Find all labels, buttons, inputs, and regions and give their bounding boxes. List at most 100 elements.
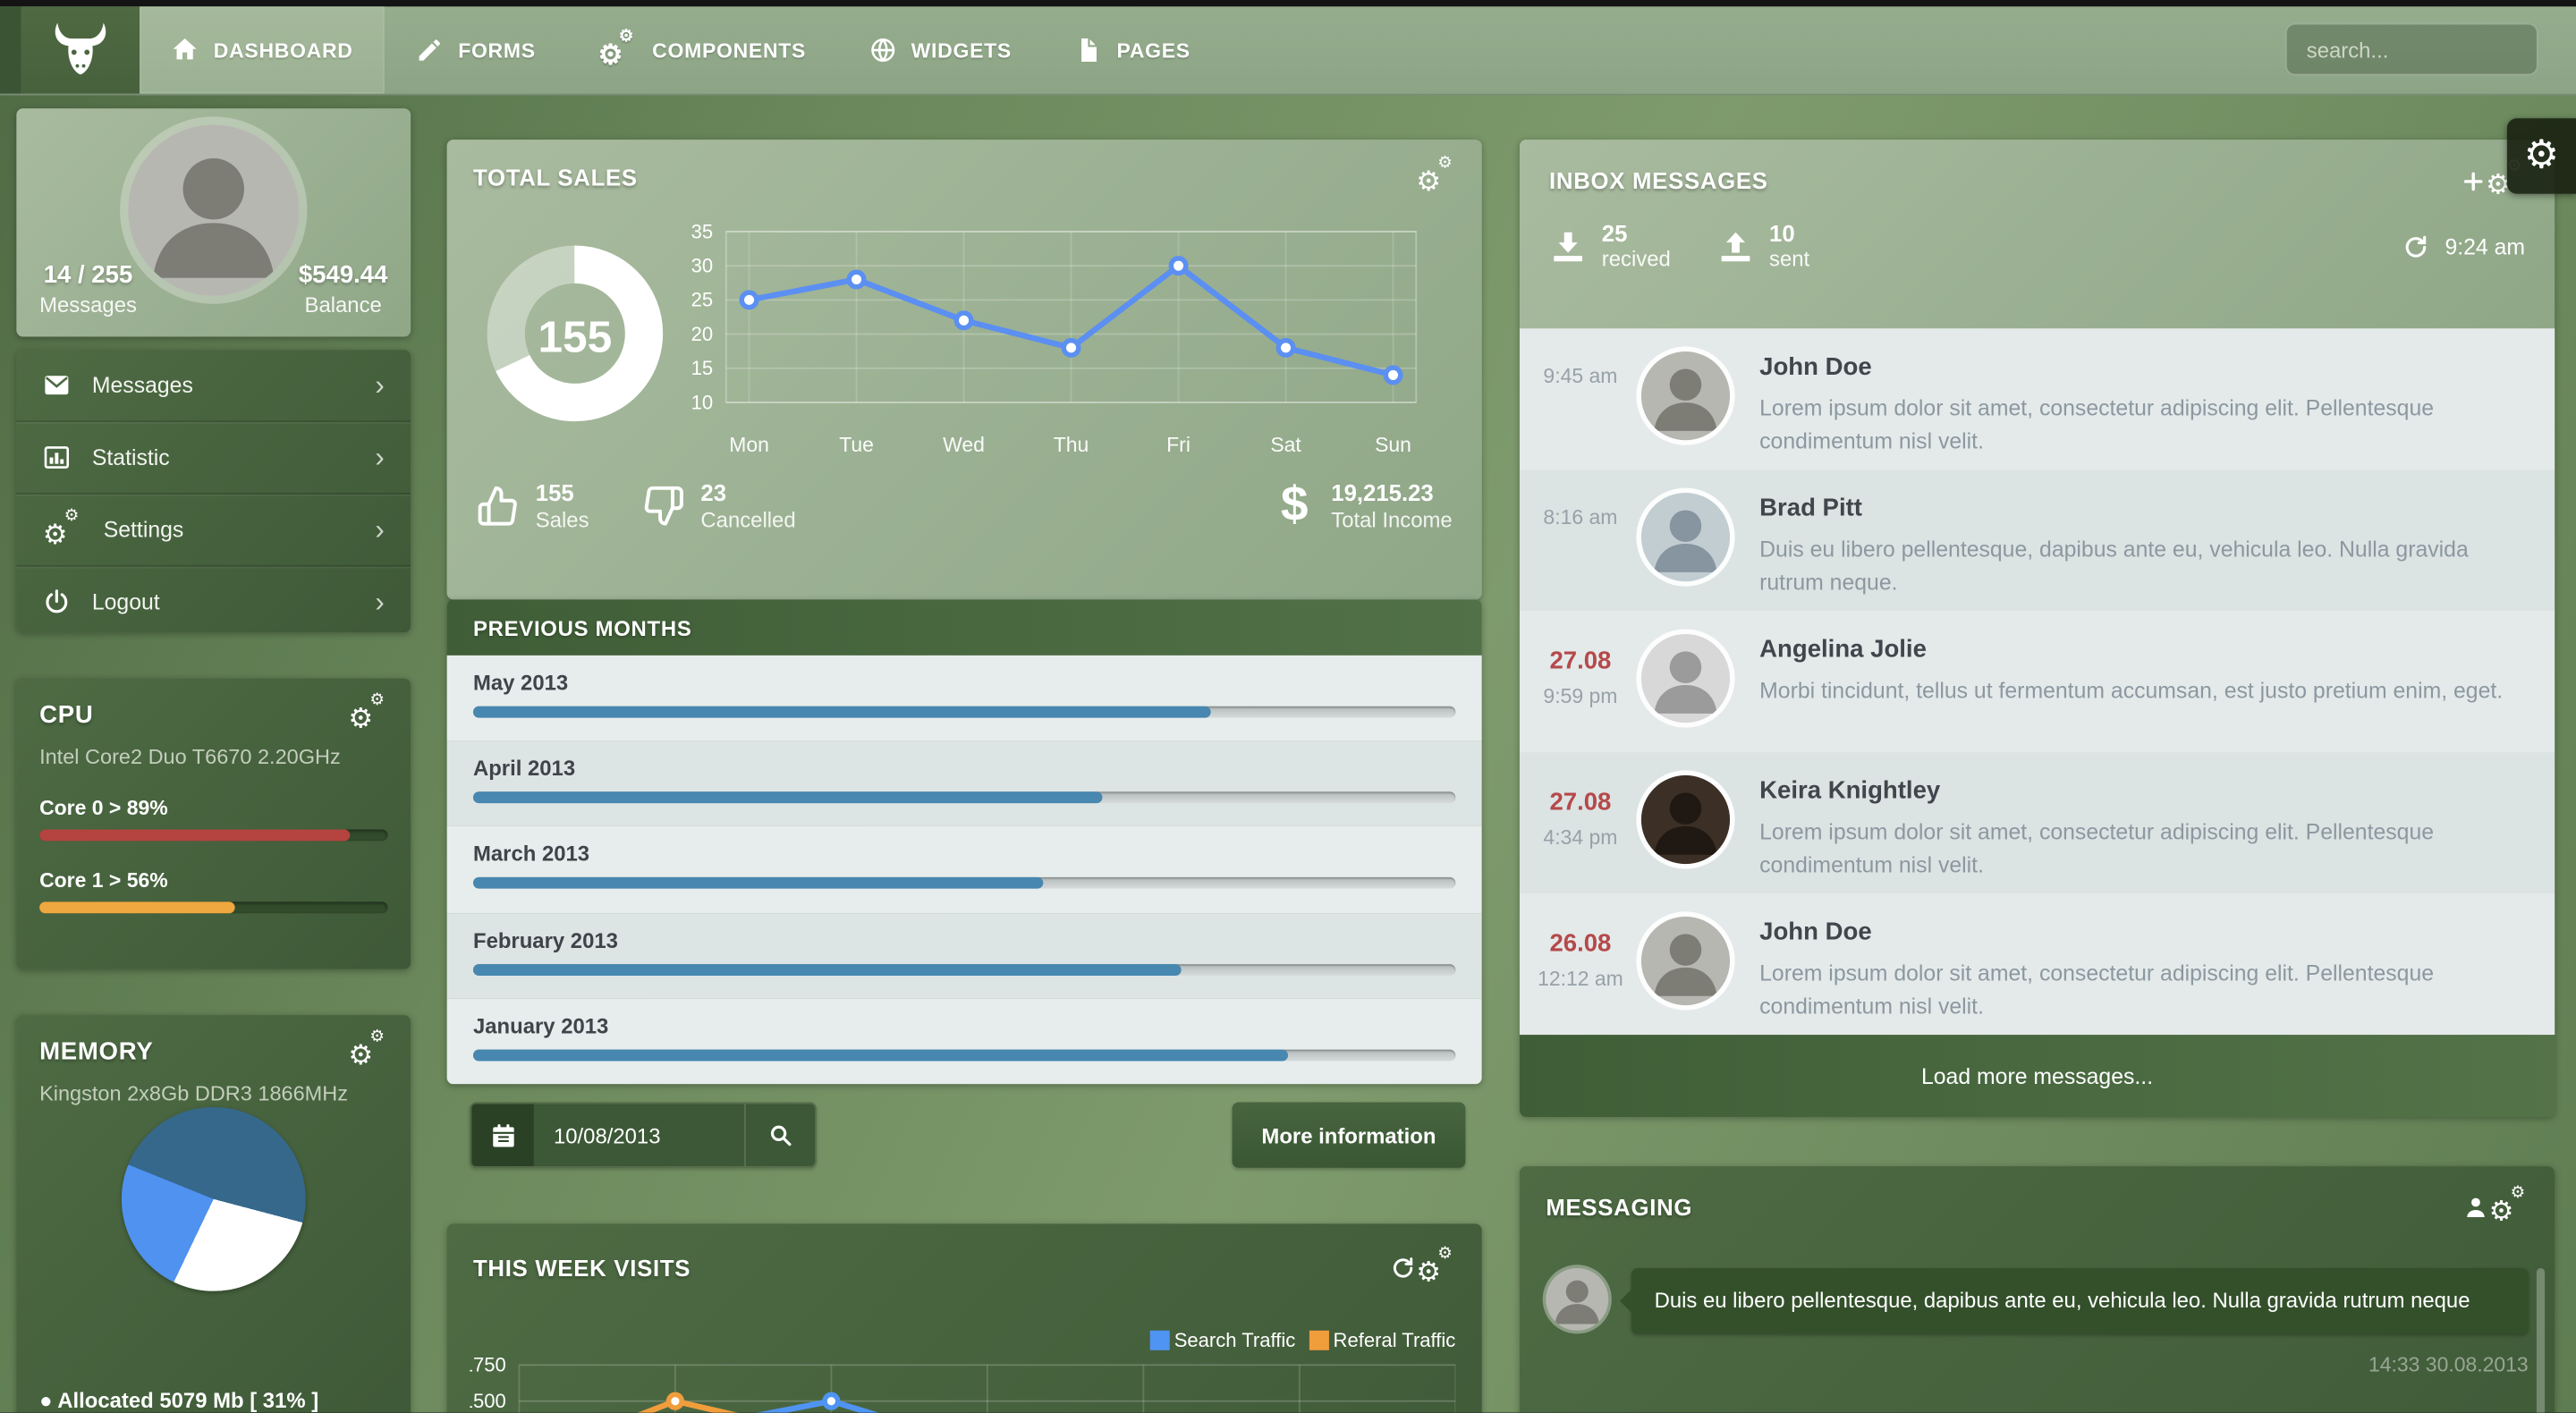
top-strip <box>0 0 2576 7</box>
sidebar-item-messages[interactable]: Messages <box>16 350 411 420</box>
brand-logo[interactable] <box>21 6 140 94</box>
messaging-panel: MESSAGING Duis eu libero pellentesque, d… <box>1519 1166 2555 1413</box>
gears-icon <box>43 508 82 547</box>
previous-months-header: PREVIOUS MONTHS <box>446 599 1482 656</box>
thumbs-up-icon <box>478 486 517 526</box>
sent-stat: 10 sent <box>1716 220 1809 272</box>
month-label: March 2013 <box>472 842 590 867</box>
power-icon <box>46 589 68 613</box>
plus-icon[interactable] <box>2461 168 2486 193</box>
person-photo-icon <box>1654 934 1717 996</box>
nav-label: FORMS <box>458 38 536 62</box>
core0-fill <box>39 829 350 842</box>
month-row[interactable]: February 2013 <box>446 912 1482 999</box>
calendar-button[interactable] <box>471 1104 534 1167</box>
message-time: 8:16 am <box>1543 505 1618 529</box>
svg-text:Fri: Fri <box>1166 433 1191 456</box>
inbox-message[interactable]: 27.08 4:34 pm Keira Knightley Lorem ipsum … <box>1519 752 2555 894</box>
avatar[interactable] <box>128 124 300 296</box>
sales-label: Sales <box>535 507 589 533</box>
inbox-message-list: 9:45 am John Doe Lorem ipsum dolor sit am… <box>1519 328 2555 1036</box>
month-row[interactable]: March 2013 <box>446 826 1482 913</box>
message-time: 12:12 am <box>1538 966 1623 990</box>
scrollbar[interactable] <box>2536 1267 2546 1413</box>
month-label: January 2013 <box>472 1012 609 1038</box>
gear-icon <box>2524 136 2560 175</box>
memory-subtitle: Kingston 2x8Gb DDR3 1866MHz <box>39 1080 348 1106</box>
month-row[interactable]: May 2013 <box>446 655 1482 741</box>
nav-item-pages[interactable]: PAGES <box>1043 6 1222 93</box>
nav-label: WIDGETS <box>911 38 1012 62</box>
month-label: April 2013 <box>472 756 576 781</box>
memory-panel: MEMORY Kingston 2x8Gb DDR3 1866MHz ● All… <box>16 1015 411 1413</box>
chat-bubble: Duis eu libero pellentesque, dapibus ant… <box>1620 1267 2529 1334</box>
nav-item-components[interactable]: COMPONENTS <box>567 6 837 93</box>
gears-icon[interactable] <box>348 1030 387 1070</box>
profile-balance-stat[interactable]: $549.44 Balance <box>299 261 388 317</box>
svg-text:25: 25 <box>691 289 714 311</box>
weekly-sales-line-chart: 10 15 20 25 30 35 Mon Tue Wed Thu Fri Sat Sun <box>691 220 1418 456</box>
cpu-panel: CPU Intel Core2 Duo T6670 2.20GHz Core 0… <box>16 678 411 969</box>
nav-item-forms[interactable]: FORMS <box>385 6 567 93</box>
sales-donut-chart: 155 <box>477 235 677 465</box>
sidebar-item-logout[interactable]: Logout <box>16 564 411 632</box>
legend-swatch <box>1149 1330 1170 1350</box>
sidebar-item-settings[interactable]: Settings <box>16 493 411 565</box>
gears-icon[interactable] <box>1416 1247 1455 1286</box>
message-text: Lorem ipsum dolor sit amet, consectetur … <box>1759 819 2435 877</box>
svg-text:10: 10 <box>691 391 714 413</box>
message-time: 9:59 pm <box>1543 683 1618 707</box>
nav-label: DASHBOARD <box>213 38 353 62</box>
inbox-message[interactable]: 8:16 am Brad Pitt Duis eu libero pellente… <box>1519 470 2555 612</box>
person-photo-icon <box>1555 1280 1599 1324</box>
message-time: 9:45 am <box>1543 364 1618 388</box>
date-search-button[interactable] <box>744 1104 816 1167</box>
upload-icon <box>1721 232 1750 261</box>
month-row[interactable]: January 2013 <box>446 998 1482 1085</box>
search-input[interactable] <box>2284 22 2538 76</box>
nav-item-widgets[interactable]: WIDGETS <box>837 6 1043 93</box>
file-icon <box>1080 37 1097 63</box>
gears-icon <box>598 29 638 68</box>
profile-messages-stat[interactable]: 14 / 255 Messages <box>39 261 137 317</box>
legend-label: Search Traffic <box>1174 1328 1296 1352</box>
core1-label: Core 1 > 56% <box>39 868 168 893</box>
calendar-icon <box>491 1122 514 1147</box>
inbox-title: INBOX MESSAGES <box>1549 167 1768 194</box>
nav-item-dashboard[interactable]: DASHBOARD <box>140 6 385 94</box>
sidebar-item-statistic[interactable]: Statistic <box>16 420 411 493</box>
navbar-edge <box>0 6 21 94</box>
gears-icon[interactable] <box>2489 1186 2529 1225</box>
sales-stat: 155 Sales <box>477 479 589 532</box>
sent-value: 10 <box>1769 220 1795 247</box>
svg-text:1500: 1500 <box>470 1390 505 1412</box>
chat-message: Duis eu libero pellentesque, dapibus ant… <box>1546 1267 2529 1334</box>
dollar-icon: $ <box>1280 478 1309 533</box>
load-more-button[interactable]: Load more messages... <box>1519 1035 2555 1117</box>
settings-toggle-button[interactable] <box>2506 118 2576 194</box>
refresh-icon[interactable] <box>1390 1255 1416 1281</box>
visits-title: THIS WEEK VISITS <box>472 1255 691 1282</box>
progress-fill <box>472 706 1210 718</box>
svg-text:1750: 1750 <box>470 1354 505 1376</box>
svg-text:Sun: Sun <box>1375 433 1411 456</box>
memory-legend: ● Allocated 5079 Mb [ 31% ] <box>39 1388 319 1413</box>
month-row[interactable]: April 2013 <box>446 740 1482 827</box>
progress-track <box>472 963 1456 976</box>
refresh-icon <box>2405 235 2427 258</box>
more-information-button[interactable]: More information <box>1232 1102 1466 1168</box>
sidebar-menu: Messages Statistic Settings Logout <box>16 350 411 633</box>
inbox-message[interactable]: 26.08 12:12 am John Doe Lorem ipsum dolor … <box>1519 893 2555 1036</box>
month-label: February 2013 <box>472 926 618 952</box>
cpu-subtitle: Intel Core2 Duo T6670 2.20GHz <box>39 744 341 769</box>
progress-track <box>472 877 1456 890</box>
gears-icon[interactable] <box>348 693 387 732</box>
gears-icon[interactable] <box>1416 156 1455 195</box>
user-icon[interactable] <box>2462 1194 2488 1220</box>
message-date: 26.08 <box>1549 929 1612 958</box>
date-input[interactable] <box>533 1104 745 1167</box>
inbox-message[interactable]: 9:45 am John Doe Lorem ipsum dolor sit am… <box>1519 328 2555 470</box>
inbox-message[interactable]: 27.08 9:59 pm Angelina Jolie Morbi tincidu… <box>1519 611 2555 753</box>
refreshed-at[interactable]: 9:24 am <box>2402 233 2525 260</box>
